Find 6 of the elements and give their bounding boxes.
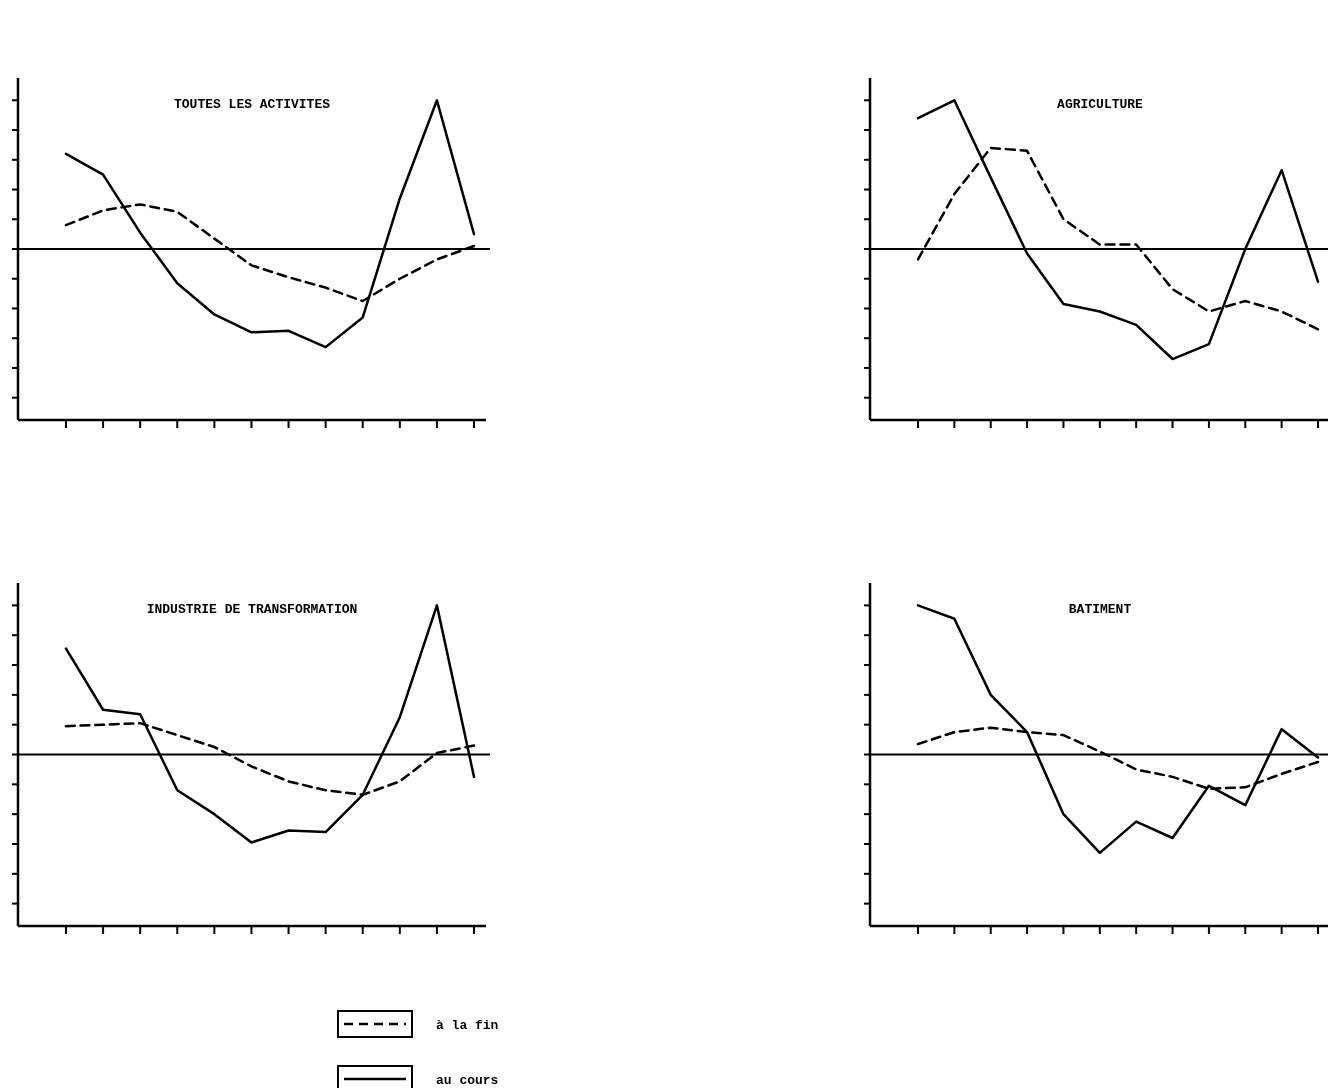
chart-title: INDUSTRIE DE TRANSFORMATION <box>146 602 358 617</box>
chart-title: BATIMENT <box>1068 602 1132 617</box>
chart-title: AGRICULTURE <box>1057 97 1144 112</box>
legend-label: à la fin <box>436 1018 499 1033</box>
chart-title: TOUTES LES ACTIVITES <box>173 97 331 112</box>
legend-label: au cours <box>436 1073 499 1088</box>
